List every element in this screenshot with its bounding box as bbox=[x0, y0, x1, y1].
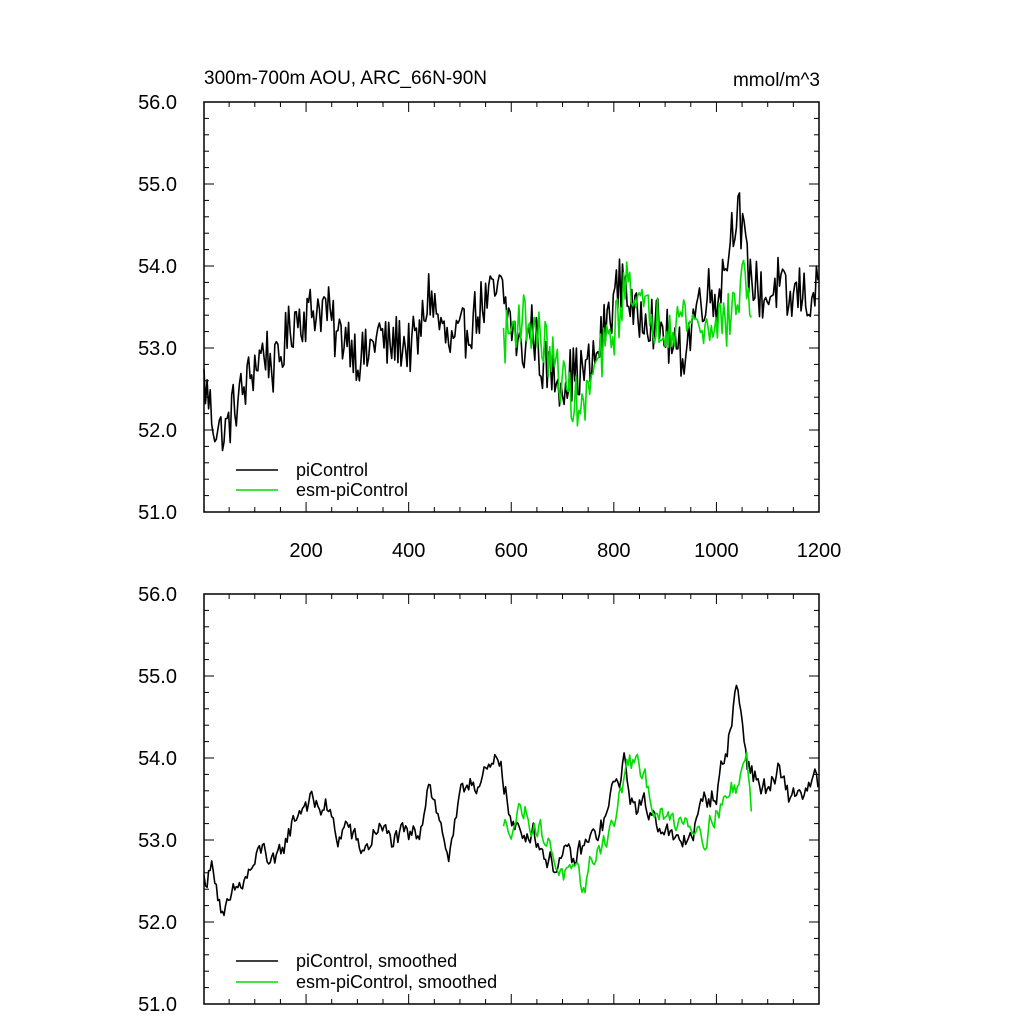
top-series-picontrol-line bbox=[203, 192, 819, 452]
legend-label-picontrol-smoothed: piControl, smoothed bbox=[296, 951, 457, 971]
top-ticks bbox=[204, 101, 819, 513]
y-tick-label: 53.0 bbox=[138, 338, 177, 360]
bottom-series-group bbox=[203, 684, 819, 917]
x-tick-label: 1000 bbox=[694, 540, 739, 562]
y-tick-label: 53.0 bbox=[138, 830, 177, 852]
y-tick-label: 51.0 bbox=[138, 502, 177, 524]
top-x-tick-labels: 200 400 600 800 1000 1200 bbox=[289, 540, 841, 562]
top-chart-title: 300m-700m AOU, ARC_66N-90N bbox=[204, 68, 487, 89]
top-panel: 300m-700m AOU, ARC_66N-90N mmol/m^3 51.0… bbox=[138, 68, 841, 562]
bottom-series-esm-picontrol-smoothed-line bbox=[502, 751, 753, 894]
legend-label-esm-picontrol-smoothed: esm-piControl, smoothed bbox=[296, 972, 497, 992]
bottom-ticks bbox=[204, 593, 819, 1005]
legend-label-esm-picontrol: esm-piControl bbox=[296, 480, 408, 500]
top-plot-frame bbox=[203, 101, 820, 513]
x-tick-label: 400 bbox=[392, 540, 425, 562]
y-tick-label: 55.0 bbox=[138, 666, 177, 688]
bottom-legend: piControl, smoothed esm-piControl, smoot… bbox=[236, 951, 497, 992]
bottom-series-picontrol-smoothed-line bbox=[203, 684, 819, 917]
y-tick-label: 54.0 bbox=[138, 256, 177, 278]
y-tick-label: 56.0 bbox=[138, 92, 177, 114]
y-tick-label: 54.0 bbox=[138, 748, 177, 770]
top-y-tick-labels: 51.0 52.0 53.0 54.0 55.0 56.0 bbox=[138, 92, 177, 524]
bottom-y-tick-labels: 51.0 52.0 53.0 54.0 55.0 56.0 bbox=[138, 584, 177, 1016]
top-legend: piControl esm-piControl bbox=[236, 460, 408, 500]
top-chart-units: mmol/m^3 bbox=[733, 70, 820, 91]
y-tick-label: 52.0 bbox=[138, 912, 177, 934]
x-tick-label: 600 bbox=[495, 540, 528, 562]
x-tick-label: 200 bbox=[289, 540, 322, 562]
top-series-esm-picontrol-line bbox=[502, 259, 752, 427]
bottom-plot-frame bbox=[203, 593, 820, 1005]
y-tick-label: 51.0 bbox=[138, 994, 177, 1016]
bottom-panel: 51.0 52.0 53.0 54.0 55.0 56.0 piControl, smoo… bbox=[138, 584, 820, 1016]
legend-label-picontrol: piControl bbox=[296, 460, 368, 480]
x-tick-label: 1200 bbox=[797, 540, 842, 562]
y-tick-label: 55.0 bbox=[138, 174, 177, 196]
x-tick-label: 800 bbox=[597, 540, 630, 562]
y-tick-label: 56.0 bbox=[138, 584, 177, 606]
y-tick-label: 52.0 bbox=[138, 420, 177, 442]
top-series-group bbox=[203, 192, 819, 452]
